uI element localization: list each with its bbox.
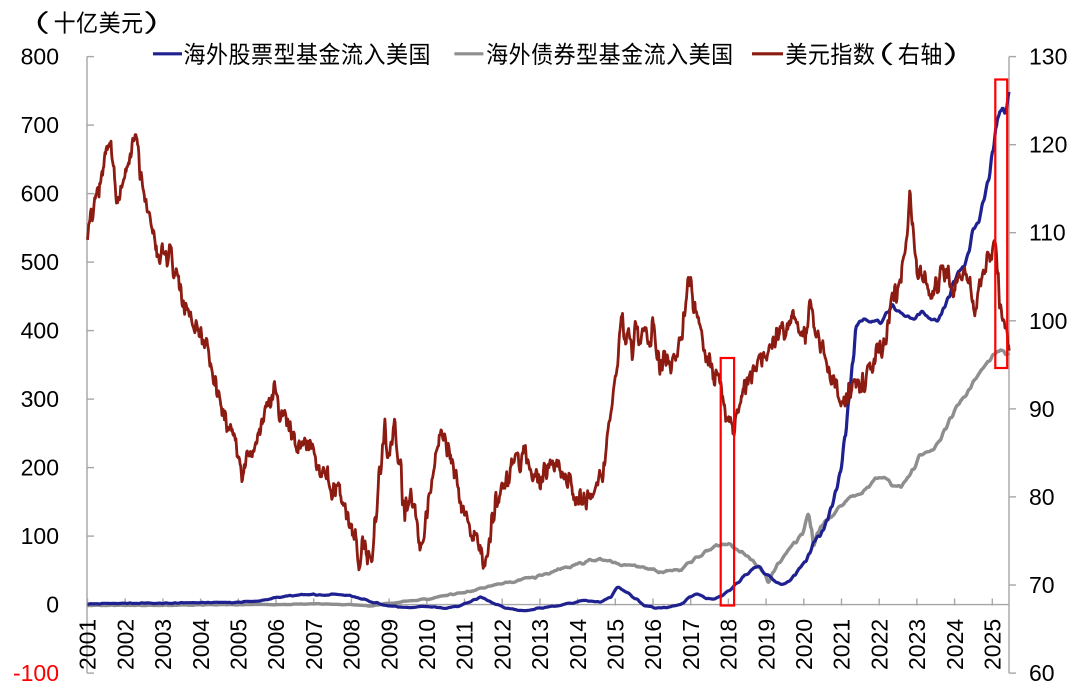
svg-text:2003: 2003 <box>150 619 176 670</box>
svg-text:2004: 2004 <box>188 619 214 670</box>
svg-text:2011: 2011 <box>452 621 478 670</box>
svg-text:800: 800 <box>21 44 59 70</box>
svg-text:2014: 2014 <box>565 619 591 670</box>
svg-text:2001: 2001 <box>75 619 101 670</box>
svg-text:700: 700 <box>21 112 59 138</box>
svg-text:2005: 2005 <box>226 619 252 670</box>
svg-text:2024: 2024 <box>942 619 968 670</box>
svg-text:300: 300 <box>21 386 59 412</box>
svg-text:400: 400 <box>21 318 59 344</box>
svg-text:2012: 2012 <box>489 619 515 670</box>
svg-text:2022: 2022 <box>866 619 892 670</box>
svg-text:2006: 2006 <box>263 619 289 670</box>
svg-text:2007: 2007 <box>301 619 327 670</box>
svg-text:120: 120 <box>1029 132 1067 158</box>
svg-text:90: 90 <box>1029 396 1055 422</box>
svg-text:2021: 2021 <box>829 619 855 670</box>
svg-text:2008: 2008 <box>339 619 365 670</box>
svg-text:500: 500 <box>21 249 59 275</box>
svg-text:-100: -100 <box>13 660 59 686</box>
svg-text:0: 0 <box>46 592 59 618</box>
svg-text:80: 80 <box>1029 484 1055 510</box>
svg-text:100: 100 <box>21 523 59 549</box>
svg-text:60: 60 <box>1029 660 1055 686</box>
svg-text:2015: 2015 <box>603 619 629 670</box>
svg-text:2023: 2023 <box>904 619 930 670</box>
svg-text:2009: 2009 <box>376 619 402 670</box>
svg-text:200: 200 <box>21 455 59 481</box>
svg-text:2025: 2025 <box>980 619 1006 670</box>
svg-text:2010: 2010 <box>414 619 440 670</box>
svg-text:2002: 2002 <box>112 619 138 670</box>
svg-text:2013: 2013 <box>527 619 553 670</box>
svg-text:2018: 2018 <box>716 619 742 670</box>
svg-text:130: 130 <box>1029 44 1067 70</box>
svg-text:2016: 2016 <box>640 619 666 670</box>
svg-text:2017: 2017 <box>678 619 704 670</box>
svg-text:2020: 2020 <box>791 619 817 670</box>
svg-text:2019: 2019 <box>753 619 779 670</box>
svg-text:110: 110 <box>1029 220 1066 246</box>
svg-text:70: 70 <box>1029 572 1055 598</box>
svg-text:100: 100 <box>1029 308 1067 334</box>
svg-text:600: 600 <box>21 181 59 207</box>
